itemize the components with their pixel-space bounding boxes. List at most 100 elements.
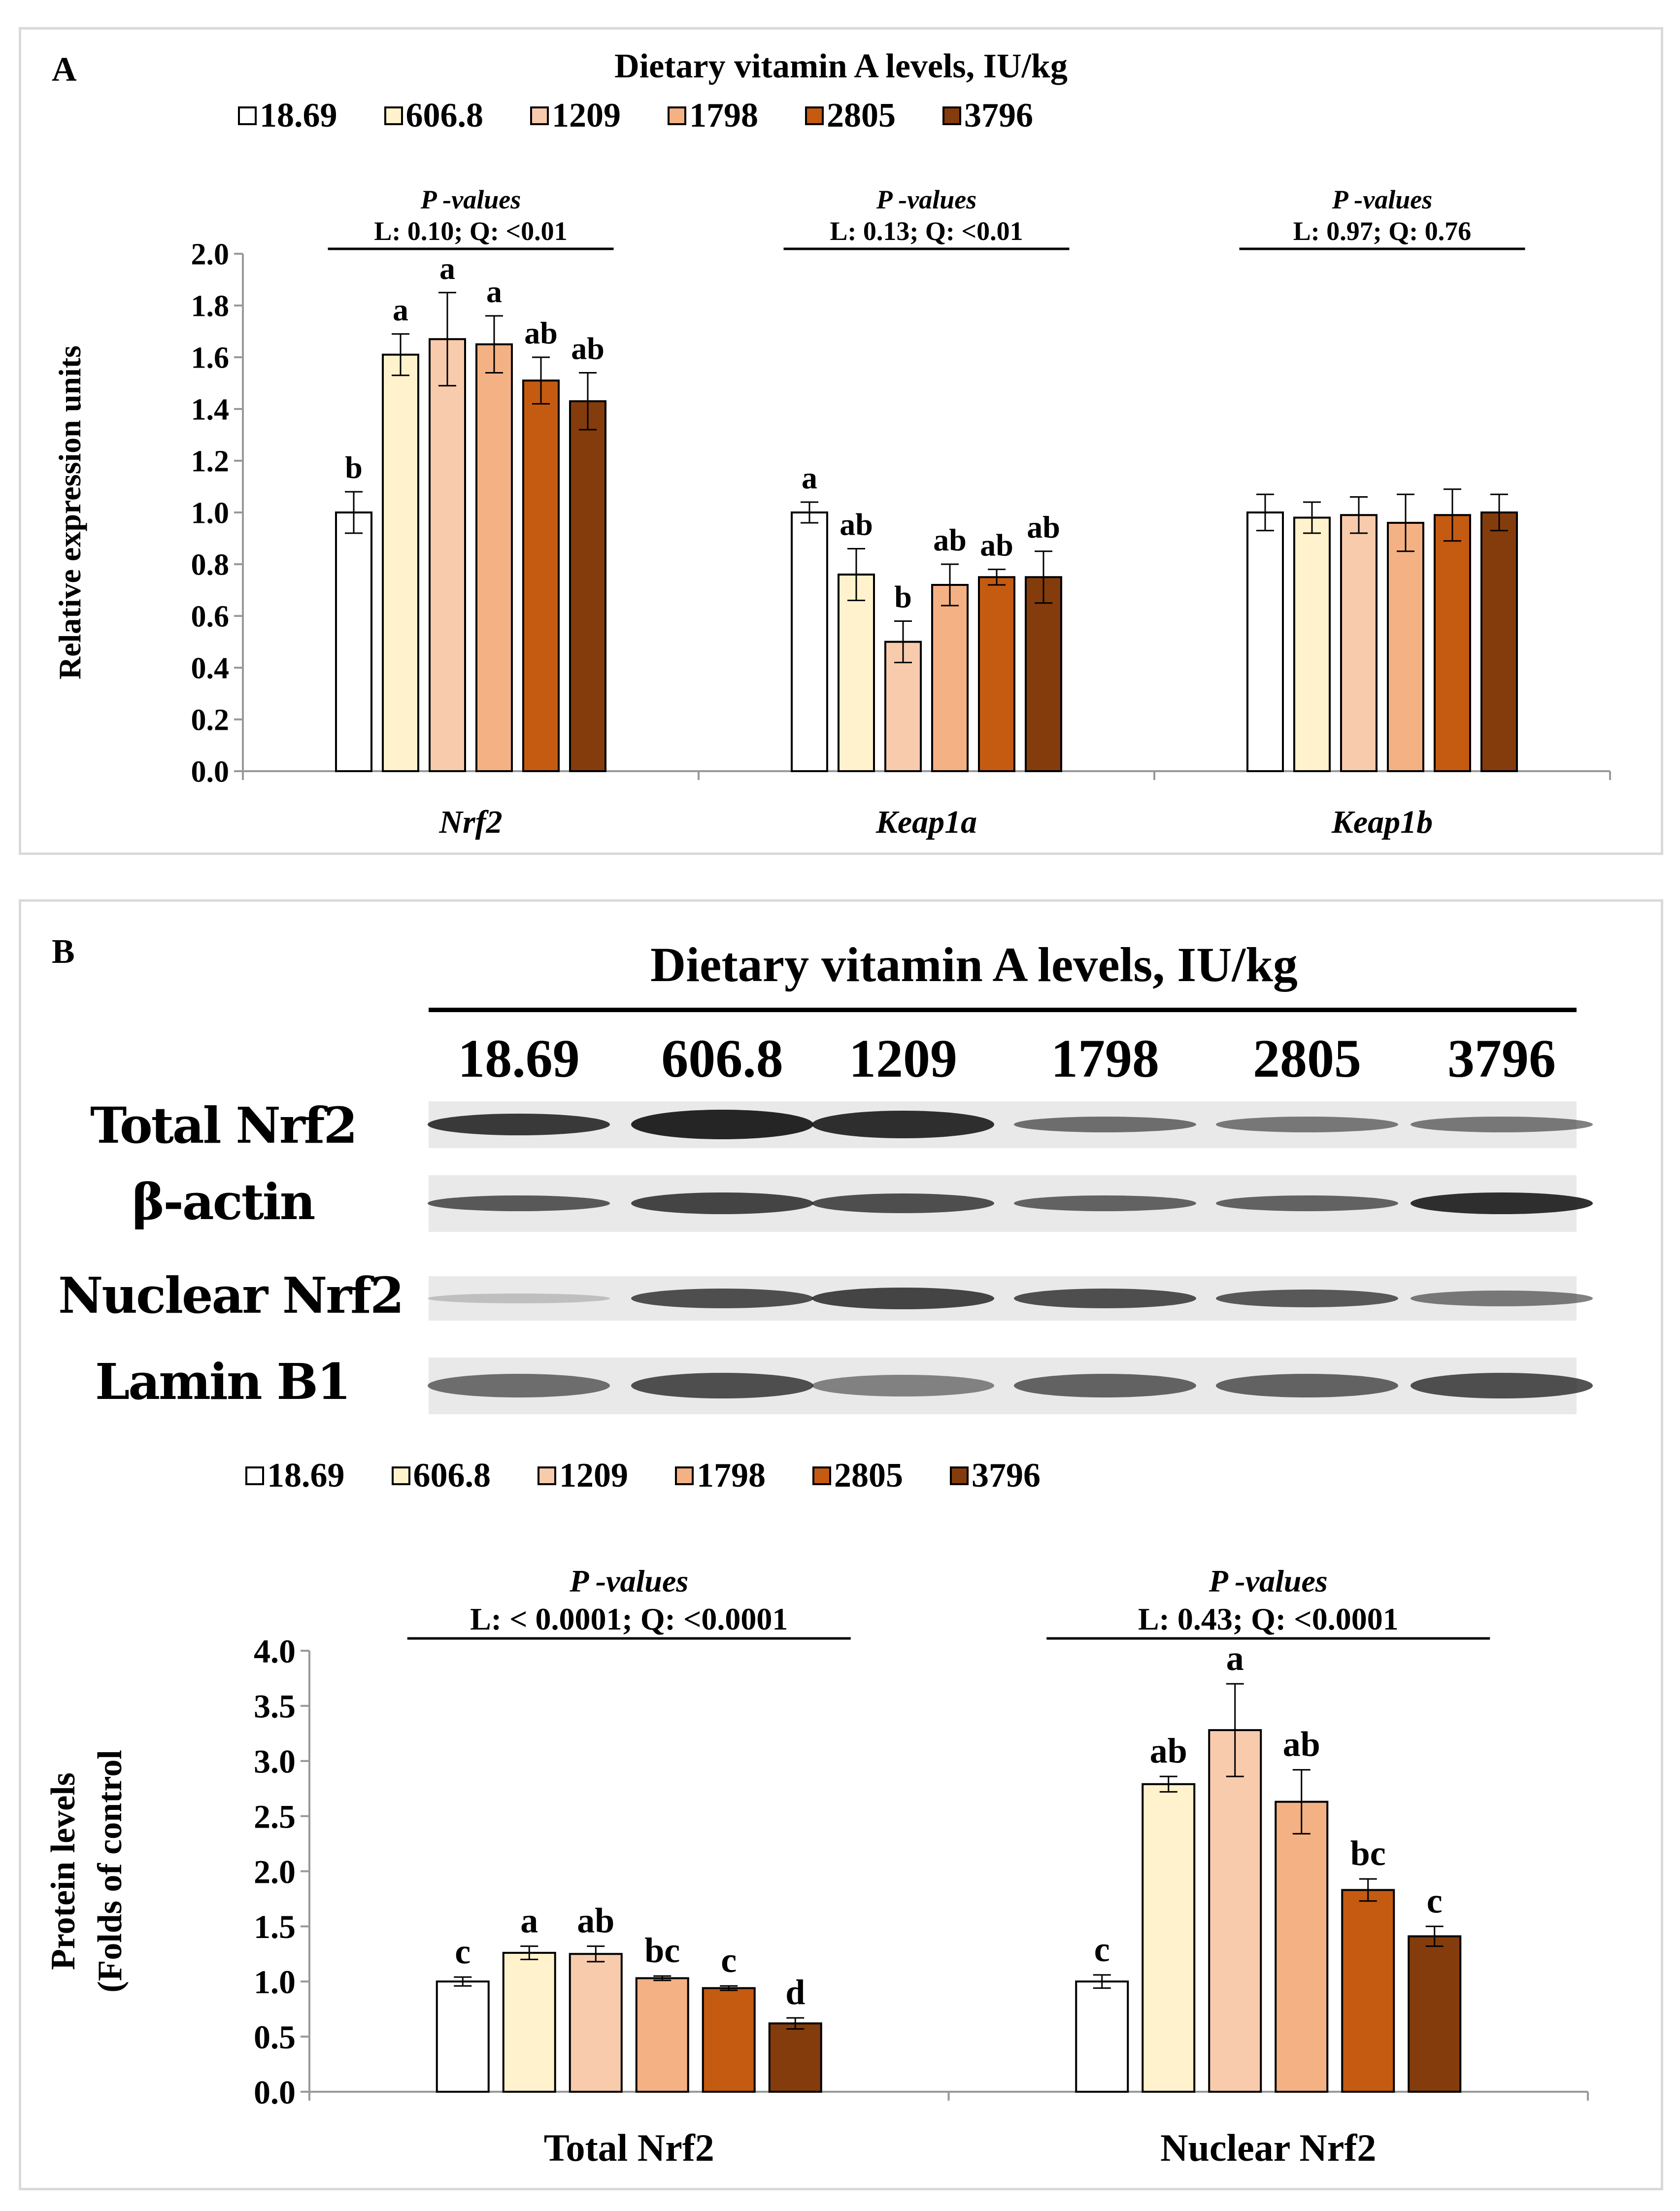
- legend-label: 2805: [827, 97, 896, 135]
- legend-item: 18.69: [245, 1456, 345, 1496]
- bar: [502, 1952, 556, 2093]
- legend-item: 18.69: [238, 96, 337, 136]
- legend-label: 1209: [552, 97, 621, 135]
- band-nuclear-nrf2: [631, 1289, 813, 1308]
- significance-label: b: [894, 579, 912, 614]
- bar: [1275, 1801, 1329, 2093]
- lane-label: 1209: [849, 1028, 957, 1088]
- significance-label: ab: [1027, 510, 1060, 544]
- significance-label: ab: [524, 315, 558, 350]
- band-beta-actin: [1216, 1195, 1398, 1211]
- legend-label: 3796: [964, 97, 1033, 135]
- band-beta-actin: [812, 1193, 994, 1213]
- y-tick-label: 2.0: [191, 238, 230, 272]
- y-tick-label: 4.0: [254, 1633, 296, 1670]
- bar: [335, 511, 372, 772]
- y-tick-label: 0.4: [191, 652, 230, 685]
- band-lamin-b1: [1014, 1374, 1196, 1397]
- pvalue-title: P -values: [1209, 1564, 1328, 1599]
- pvalue-text: L: 0.13; Q: <0.01: [830, 216, 1023, 246]
- band-nuclear-nrf2: [1411, 1291, 1593, 1306]
- y-axis-label: (Folds of control: [91, 1750, 129, 1993]
- y-tick-label: 0.0: [191, 755, 230, 789]
- panel-a-label: A: [52, 51, 77, 89]
- bar: [1480, 511, 1518, 772]
- y-axis-label: Relative expression units: [52, 345, 87, 680]
- bar: [1025, 576, 1062, 772]
- legend-item: 1798: [668, 96, 758, 136]
- band-beta-actin: [631, 1192, 813, 1214]
- band-total-nrf2: [428, 1114, 610, 1135]
- blot-row-total-nrf2-label: Total Nrf2: [90, 1096, 358, 1155]
- bar: [436, 1980, 490, 2093]
- bar: [1434, 514, 1471, 772]
- legend-item: 3796: [942, 96, 1033, 136]
- legend-label: 606.8: [405, 97, 484, 135]
- blot-bands: [428, 1110, 1593, 1398]
- category-label: Keap1b: [1331, 804, 1433, 840]
- bar: [522, 379, 560, 772]
- legend-label: 606.8: [413, 1457, 491, 1495]
- significance-label: c: [1427, 1881, 1443, 1920]
- legend: 18.69 606.8 1209 1798 2805 3796: [238, 96, 1080, 136]
- bar: [1246, 511, 1284, 772]
- legend-item: 2805: [812, 1456, 903, 1496]
- y-tick-label: 1.0: [191, 497, 230, 530]
- pvalue-title: P -values: [876, 185, 976, 214]
- legend-swatch: [384, 106, 403, 125]
- band-lamin-b1: [1216, 1374, 1398, 1397]
- legend-swatch: [238, 106, 257, 125]
- y-tick-label: 3.0: [254, 1743, 296, 1780]
- bar: [768, 2022, 822, 2093]
- band-lamin-b1: [812, 1375, 994, 1396]
- legend-swatch: [950, 1466, 969, 1485]
- bar: [1341, 1889, 1395, 2093]
- bar: [1408, 1935, 1462, 2093]
- band-total-nrf2: [1216, 1117, 1398, 1132]
- blot-title-underline: [429, 1008, 1577, 1012]
- blot-title: Dietary vitamin A levels, IU/kg: [650, 937, 1298, 992]
- bar: [569, 400, 606, 772]
- y-tick-label: 1.2: [191, 445, 230, 478]
- significance-label: ab: [933, 522, 967, 557]
- legend-label: 2805: [834, 1457, 903, 1495]
- panel-a: A Dietary vitamin A levels, IU/kg 18.69 6…: [19, 27, 1663, 855]
- significance-label: c: [1094, 1930, 1110, 1969]
- legend-item: 2805: [805, 96, 896, 136]
- pvalue-title: P -values: [1332, 185, 1432, 214]
- significance-label: ab: [840, 507, 873, 542]
- significance-label: d: [785, 1973, 805, 2012]
- bar: [475, 343, 513, 772]
- legend-label: 1209: [559, 1457, 628, 1495]
- legend-item: 606.8: [391, 1456, 491, 1496]
- legend-b: 18.69 606.8 1209 1798 2805 3796: [245, 1456, 1087, 1496]
- bar: [791, 511, 828, 772]
- lane-label: 3796: [1447, 1028, 1556, 1088]
- pvalue-title: P -values: [420, 185, 521, 214]
- category-label: Nrf2: [438, 804, 502, 840]
- legend-item: 1798: [675, 1456, 766, 1496]
- legend-swatch: [805, 106, 824, 125]
- y-tick-label: 0.2: [191, 704, 230, 737]
- band-nuclear-nrf2: [812, 1288, 994, 1309]
- bar: [978, 576, 1015, 772]
- significance-label: a: [439, 251, 455, 286]
- category-label: Keap1a: [875, 804, 977, 840]
- pvalue-text: L: < 0.0001; Q: <0.0001: [470, 1601, 788, 1636]
- legend-item: 3796: [950, 1456, 1041, 1496]
- bar: [702, 1987, 756, 2093]
- legend-swatch: [530, 106, 549, 125]
- legend-item: 1209: [538, 1456, 628, 1496]
- bar: [1075, 1980, 1129, 2093]
- band-total-nrf2: [631, 1110, 813, 1139]
- y-tick-label: 1.0: [254, 1963, 296, 2001]
- bar: [382, 353, 419, 772]
- y-tick-label: 3.5: [254, 1688, 296, 1725]
- lane-label: 2805: [1253, 1028, 1361, 1088]
- legend-label: 18.69: [267, 1457, 345, 1495]
- lane-label: 1798: [1051, 1028, 1159, 1088]
- significance-label: c: [455, 1932, 470, 1971]
- band-total-nrf2: [812, 1111, 994, 1138]
- y-tick-label: 0.5: [254, 2018, 296, 2056]
- y-tick-label: 0.8: [191, 548, 230, 582]
